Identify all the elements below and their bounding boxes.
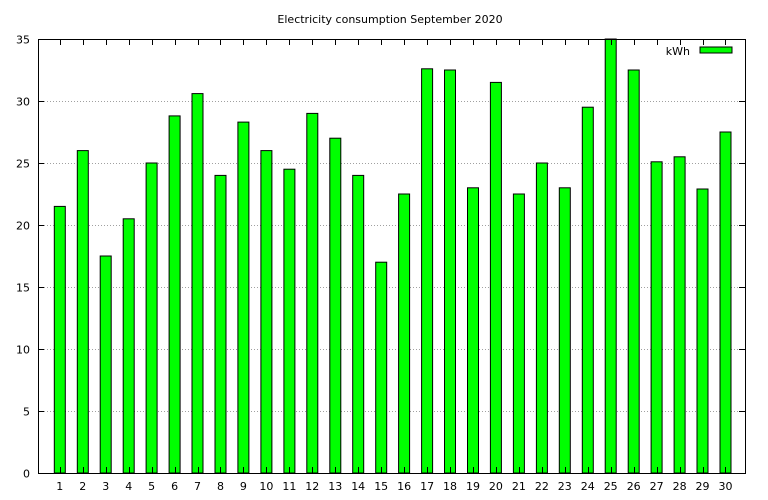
x-tick-label: 3	[102, 480, 109, 493]
x-tick-label: 16	[397, 480, 411, 493]
bar	[604, 38, 617, 474]
y-tick-label: 20	[16, 220, 30, 233]
bars	[53, 38, 732, 474]
x-tick-label: 6	[171, 480, 178, 493]
bar	[673, 156, 686, 474]
y-tick-label: 35	[16, 34, 30, 47]
legend-label: kWh	[666, 45, 690, 58]
x-tick-label: 20	[489, 480, 503, 493]
bar	[352, 174, 365, 474]
x-tick-label: 29	[696, 480, 710, 493]
x-tick-label: 30	[719, 480, 733, 493]
chart-title: Electricity consumption September 2020	[277, 13, 502, 26]
x-tick-label: 8	[217, 480, 224, 493]
bar	[53, 205, 66, 474]
bar	[375, 261, 388, 474]
x-tick-label: 27	[650, 480, 664, 493]
bar	[237, 121, 250, 474]
x-tick-label: 14	[351, 480, 365, 493]
bar	[696, 188, 709, 474]
x-tick-label: 1	[56, 480, 63, 493]
x-tick-label: 23	[558, 480, 572, 493]
x-tick-label: 11	[282, 480, 296, 493]
y-tick-label: 25	[16, 158, 30, 171]
bar	[145, 162, 158, 474]
bar	[99, 255, 112, 474]
x-tick-label: 9	[240, 480, 247, 493]
bar	[467, 187, 479, 474]
y-tick-label: 0	[23, 468, 30, 481]
bar	[76, 150, 89, 474]
bar	[512, 193, 525, 474]
x-tick-label: 17	[420, 480, 434, 493]
x-tick-label: 24	[581, 480, 595, 493]
bar	[650, 161, 663, 474]
x-tick-label: 13	[328, 480, 342, 493]
x-tick-label: 12	[305, 480, 319, 493]
y-tick-label: 10	[16, 344, 30, 357]
plot-frame	[38, 39, 746, 474]
legend-swatch	[699, 46, 733, 54]
bar	[122, 218, 135, 474]
x-tick-label: 18	[443, 480, 457, 493]
bar	[444, 69, 456, 474]
bar	[627, 69, 640, 474]
bar	[489, 81, 502, 474]
bar	[306, 112, 319, 474]
bar	[558, 187, 571, 474]
bar	[329, 137, 342, 474]
y-tick-label: 15	[16, 282, 30, 295]
bar	[535, 162, 548, 474]
x-tick-label: 5	[148, 480, 155, 493]
x-tick-label: 19	[466, 480, 480, 493]
bar	[214, 174, 227, 474]
bar	[581, 106, 594, 474]
legend: kWh	[666, 45, 733, 58]
x-tick-label: 22	[535, 480, 549, 493]
y-tick-label: 5	[23, 406, 30, 419]
bar	[260, 150, 273, 474]
x-tick-label: 25	[604, 480, 618, 493]
bar	[398, 193, 411, 474]
bar	[168, 115, 181, 474]
bar	[719, 131, 732, 474]
x-tick-label: 10	[259, 480, 273, 493]
x-tick-label: 7	[194, 480, 201, 493]
x-tick-label: 21	[512, 480, 526, 493]
bar	[421, 68, 434, 474]
x-tick-label: 26	[627, 480, 641, 493]
bar	[283, 168, 296, 474]
bar	[191, 93, 204, 474]
x-tick-label: 15	[374, 480, 388, 493]
x-tick-label: 2	[79, 480, 86, 493]
x-tick-label: 4	[125, 480, 132, 493]
y-tick-label: 30	[16, 96, 30, 109]
x-tick-label: 28	[673, 480, 687, 493]
